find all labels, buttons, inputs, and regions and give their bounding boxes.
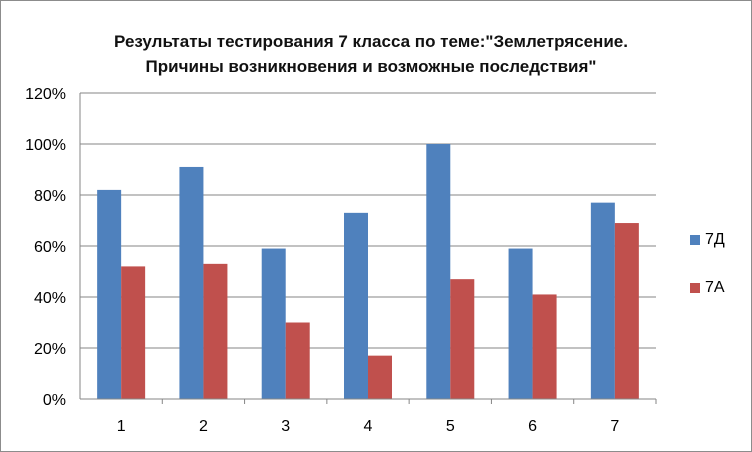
- bar-series-2: [121, 266, 146, 399]
- legend: 7Д 7А: [690, 228, 725, 324]
- x-tick-label: 2: [199, 418, 208, 435]
- chart-title-line-1: Результаты тестирования 7 класса по теме…: [114, 32, 628, 51]
- x-tick-label: 1: [117, 418, 126, 435]
- x-tick-label: 7: [610, 418, 619, 435]
- bar-series-2: [532, 294, 557, 399]
- bar-series-1: [508, 248, 533, 399]
- bar-series-2: [450, 279, 475, 399]
- y-tick-label: 60%: [34, 239, 66, 256]
- legend-swatch-series-2: [690, 283, 700, 293]
- bar-series-1: [179, 166, 204, 399]
- bar-series-1: [344, 212, 368, 399]
- x-tick-label: 5: [446, 418, 455, 435]
- x-tick-label: 6: [528, 418, 537, 435]
- y-tick-label: 120%: [25, 86, 66, 103]
- legend-label-series-1: 7Д: [705, 231, 725, 248]
- bar-series-2: [285, 322, 310, 399]
- bar-series-1: [261, 248, 286, 399]
- chart-title-line-2: Причины возникновения и возможные послед…: [145, 57, 597, 76]
- x-tick-label: 4: [364, 418, 373, 435]
- legend-swatch-series-1: [690, 235, 700, 245]
- bar-series-2: [203, 263, 228, 399]
- bar-series-1: [426, 144, 451, 399]
- y-tick-label: 40%: [34, 290, 66, 307]
- y-tick-label: 100%: [25, 137, 66, 154]
- bar-series-2: [614, 223, 639, 399]
- y-tick-label: 80%: [34, 188, 66, 205]
- y-tick-label: 20%: [34, 341, 66, 358]
- bar-series-1: [97, 189, 122, 399]
- chart-title: Результаты тестирования 7 класса по теме…: [61, 29, 681, 79]
- legend-item-series-1: 7Д: [690, 228, 725, 252]
- bar-series-1: [590, 202, 615, 399]
- x-tick-label: 3: [281, 418, 290, 435]
- legend-label-series-2: 7А: [705, 279, 725, 296]
- legend-item-series-2: 7А: [690, 276, 725, 300]
- y-tick-label: 0%: [43, 392, 66, 409]
- bar-series-2: [368, 355, 392, 399]
